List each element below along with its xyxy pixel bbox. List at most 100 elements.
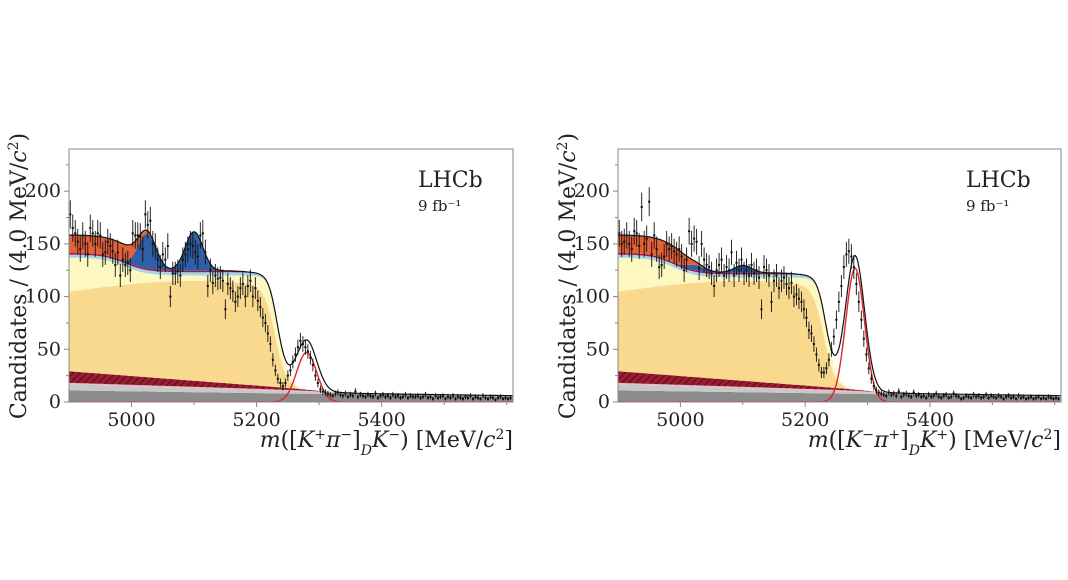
- data-point: [281, 382, 284, 391]
- data-point: [910, 394, 913, 400]
- data-point: [827, 353, 830, 367]
- data-point: [99, 222, 102, 249]
- data-point: [71, 214, 74, 242]
- data-point: [700, 230, 703, 257]
- data-point: [1037, 394, 1040, 400]
- data-point: [144, 200, 147, 229]
- data-point: [837, 291, 840, 313]
- data-point: [509, 395, 512, 400]
- data-point: [877, 389, 880, 396]
- data-point: [807, 321, 810, 340]
- data-point: [1012, 394, 1015, 400]
- data-point: [121, 247, 124, 272]
- data-point: [1015, 397, 1018, 401]
- data-point: [214, 263, 217, 288]
- data-point: [852, 255, 855, 279]
- data-point: [126, 250, 129, 275]
- data-point: [758, 266, 761, 290]
- component-partreco-orange: [69, 280, 513, 396]
- data-point: [224, 299, 227, 320]
- data-point: [119, 263, 122, 288]
- data-point: [101, 241, 104, 267]
- data-point: [885, 393, 888, 399]
- data-point: [800, 291, 803, 313]
- data-point: [189, 230, 192, 257]
- data-point: [466, 395, 469, 400]
- x-tick-label: 5200: [232, 409, 280, 431]
- data-point: [653, 222, 656, 249]
- data-point: [396, 393, 399, 399]
- data-point: [236, 286, 239, 308]
- data-point: [319, 385, 322, 394]
- data-point: [166, 233, 169, 259]
- data-point: [239, 277, 242, 300]
- data-point: [703, 247, 706, 272]
- data-point: [196, 244, 199, 269]
- data-point: [715, 258, 718, 283]
- data-point: [439, 394, 442, 400]
- data-point: [369, 393, 372, 399]
- data-point: [897, 388, 900, 395]
- data-point: [690, 230, 693, 257]
- data-point: [1050, 395, 1053, 400]
- data-point: [479, 397, 482, 401]
- data-point: [870, 373, 873, 384]
- data-point: [1002, 397, 1005, 401]
- data-point: [695, 228, 698, 255]
- data-point: [364, 394, 367, 400]
- data-point: [1035, 395, 1038, 400]
- data-point: [772, 269, 775, 293]
- data-point: [802, 299, 805, 320]
- data-point: [710, 261, 713, 286]
- data-point: [216, 267, 219, 291]
- frame-left: [68, 148, 514, 403]
- data-point: [386, 393, 389, 399]
- data-point: [815, 347, 818, 362]
- data-point: [675, 241, 678, 267]
- data-point: [860, 310, 863, 330]
- data-point: [354, 388, 357, 395]
- data-point: [655, 236, 658, 262]
- component-combinatorial-dark: [69, 390, 513, 402]
- data-point: [952, 390, 955, 397]
- data-point: [366, 391, 369, 398]
- data-point: [905, 390, 908, 397]
- x-tick-label: 5200: [781, 409, 829, 431]
- frame-right: [617, 148, 1062, 403]
- data-point: [708, 255, 711, 279]
- data-point: [855, 272, 858, 296]
- data-point: [469, 393, 472, 399]
- data-point: [967, 394, 970, 400]
- component-partreco-yellow: [69, 257, 513, 396]
- data-point: [159, 255, 162, 279]
- data-point: [314, 370, 317, 381]
- data-point: [805, 308, 808, 328]
- data-point: [264, 313, 267, 333]
- data-point: [261, 308, 264, 328]
- total-fit-curve: [618, 234, 1061, 397]
- data-point: [1040, 397, 1043, 401]
- data-point: [324, 389, 327, 396]
- data-point: [86, 241, 89, 267]
- data-point: [680, 244, 683, 269]
- data-point: [234, 291, 237, 313]
- data-point: [763, 255, 766, 279]
- data-point: [316, 378, 319, 388]
- data-point: [1055, 395, 1058, 400]
- data-point: [361, 393, 364, 399]
- data-point: [279, 378, 282, 388]
- data-points: [69, 200, 512, 402]
- component-partreco-yellow: [618, 257, 1061, 396]
- data-point: [254, 277, 257, 300]
- experiment-label-right: LHCb: [966, 168, 1031, 193]
- data-point: [471, 397, 474, 401]
- data-point: [274, 364, 277, 377]
- data-point: [424, 391, 427, 398]
- data-point: [915, 393, 918, 399]
- data-point: [149, 206, 152, 235]
- data-point: [733, 263, 736, 288]
- data-point: [792, 286, 795, 308]
- data-point: [184, 241, 187, 267]
- data-point: [750, 252, 753, 277]
